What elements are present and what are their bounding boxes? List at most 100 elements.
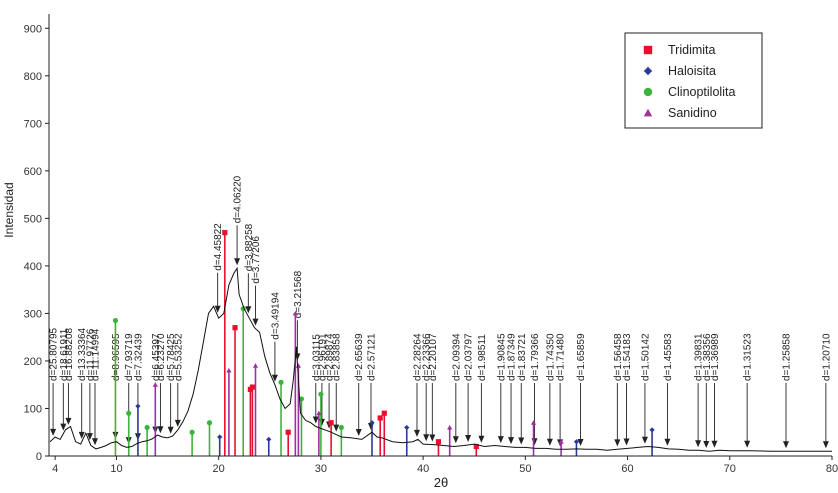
annotation-label-41: d=1.45583 xyxy=(663,333,674,381)
x-tick-label-40: 40 xyxy=(417,463,429,475)
annotation-label-14: d=4.06220 xyxy=(233,175,244,223)
x-tick-label-10: 10 xyxy=(110,463,122,475)
haloisita-peak-marker-2 xyxy=(266,436,272,442)
annotation-label-3: d=13.33364 xyxy=(77,327,88,381)
annotation-arrowhead-10 xyxy=(157,426,164,434)
annotation-label-40: d=1.50142 xyxy=(640,333,651,381)
annotation-label-5: d=11.14994 xyxy=(91,328,102,381)
annotation-arrowhead-12 xyxy=(174,419,181,427)
clinoptilolita-peak-marker-6 xyxy=(278,379,284,385)
legend-label-tridimita: Tridimita xyxy=(668,43,716,57)
annotation-arrowhead-31 xyxy=(497,436,504,444)
tridimita-peak-marker-9 xyxy=(473,443,479,450)
annotation-label-12: d=5.53252 xyxy=(173,333,184,381)
annotation-label-26: d=2.23366 xyxy=(422,333,433,381)
annotation-arrowhead-1 xyxy=(60,423,67,431)
tridimita-peak-marker-6 xyxy=(377,415,383,421)
annotation-label-31: d=1.90845 xyxy=(496,333,507,381)
tridimita-peak-marker-8 xyxy=(435,439,442,445)
annotation-arrowhead-40 xyxy=(641,436,648,444)
sanidino-peak-marker-8 xyxy=(558,439,564,444)
legend-label-clinoptilolita: Clinoptilolita xyxy=(668,85,735,99)
x-tick-label-70: 70 xyxy=(724,463,736,475)
legend-marker-haloisita xyxy=(643,66,653,76)
annotation-label-15: d=3.88258 xyxy=(244,223,255,271)
tridimita-peak-marker-0 xyxy=(222,230,228,236)
annotation-label-38: d=1.56458 xyxy=(613,333,624,381)
annotation-label-8: d=7.32439 xyxy=(133,333,144,381)
annotation-label-36: d=1.71480 xyxy=(556,333,567,381)
annotation-arrowhead-44 xyxy=(711,440,718,448)
annotation-arrowhead-5 xyxy=(91,438,98,446)
sanidino-peak-marker-7 xyxy=(530,420,537,425)
annotation-label-25: d=2.28264 xyxy=(413,333,424,381)
legend-label-haloisita: Haloisita xyxy=(668,64,716,78)
annotation-arrowhead-45 xyxy=(744,440,751,448)
annotation-label-9: d=6.45397 xyxy=(151,333,162,381)
y-tick-label-200: 200 xyxy=(24,356,42,368)
annotation-label-27: d=2.20107 xyxy=(428,333,439,381)
x-tick-label-20: 20 xyxy=(213,463,225,475)
annotation-label-32: d=1.87349 xyxy=(507,333,518,381)
axes-layer xyxy=(48,14,832,457)
haloisita-peak-marker-3 xyxy=(369,420,375,426)
tridimita-peak-marker-3 xyxy=(249,384,256,390)
clinoptilolita-peak-marker-3 xyxy=(189,429,195,435)
annotation-label-43: d=1.38356 xyxy=(702,333,713,381)
y-tick-label-500: 500 xyxy=(24,213,42,225)
annotation-arrowhead-29 xyxy=(465,434,472,442)
annotation-arrowhead-39 xyxy=(623,438,630,446)
annotation-label-20: d=2.96191 xyxy=(317,333,328,381)
annotation-arrowhead-30 xyxy=(478,435,485,443)
annotation-arrowhead-16 xyxy=(252,318,259,326)
annotation-arrowhead-43 xyxy=(703,440,710,448)
legend: Tridimita Haloisita Clinoptilolita Sanidino xyxy=(624,32,763,129)
annotation-label-47: d=1.20710 xyxy=(821,333,832,381)
legend-marker-sanidino xyxy=(643,108,653,117)
annotation-label-28: d=2.09394 xyxy=(451,333,462,381)
annotation-arrowhead-38 xyxy=(614,439,621,447)
annotation-label-45: d=1.31523 xyxy=(743,333,754,381)
annotation-arrowhead-33 xyxy=(518,437,525,445)
annotation-label-1: d=18.61911 xyxy=(59,328,70,381)
haloisita-peak-marker-0 xyxy=(135,403,141,409)
sanidino-peak-marker-2 xyxy=(252,363,259,368)
annotation-label-30: d=1.98511 xyxy=(477,334,488,381)
annotation-arrowhead-23 xyxy=(355,428,362,436)
y-axis-title: Intensidad xyxy=(2,182,16,237)
x-tick-label-4: 4 xyxy=(52,463,58,475)
clinoptilolita-peak-marker-9 xyxy=(338,424,344,431)
annotation-label-33: d=1.83721 xyxy=(517,333,528,381)
sanidino-peak-marker-3 xyxy=(292,310,298,316)
annotation-arrowhead-46 xyxy=(783,441,790,449)
tridimita-peak-marker-4 xyxy=(285,429,291,435)
sanidino-peak-marker-6 xyxy=(447,424,453,430)
annotation-label-19: d=3.03115 xyxy=(311,334,322,381)
annotation-label-39: d=1.54183 xyxy=(622,333,633,381)
annotation-label-11: d=5.78425 xyxy=(166,333,177,381)
sanidino-peak-marker-0 xyxy=(152,382,158,387)
annotation-arrowhead-26 xyxy=(423,434,430,442)
annotation-arrowhead-2 xyxy=(65,417,72,425)
annotation-label-37: d=1.65859 xyxy=(576,333,587,381)
clinoptilolita-peak-marker-2 xyxy=(144,424,150,431)
annotation-arrowhead-17 xyxy=(271,374,278,382)
sanidino-peak-marker-5 xyxy=(316,410,322,416)
y-tick-label-0: 0 xyxy=(36,451,42,463)
annotation-arrowhead-14 xyxy=(234,258,241,266)
annotation-label-29: d=2.03797 xyxy=(464,333,475,381)
y-tick-label-700: 700 xyxy=(24,118,42,130)
annotation-arrowhead-19 xyxy=(312,416,319,424)
annotation-label-34: d=1.79366 xyxy=(530,333,541,381)
annotation-label-4: d=11.97726 xyxy=(85,328,96,381)
haloisita-peak-marker-6 xyxy=(649,427,655,433)
annotation-arrowhead-25 xyxy=(413,429,420,437)
legend-marker-tridimita xyxy=(643,45,653,55)
annotation-arrowhead-28 xyxy=(452,436,459,444)
annotation-label-23: d=2.65639 xyxy=(354,333,365,381)
annotation-arrowhead-13 xyxy=(214,305,221,313)
annotation-arrowhead-27 xyxy=(429,434,436,442)
annotation-label-24: d=2.57121 xyxy=(367,333,378,381)
clinoptilolita-peak-marker-8 xyxy=(318,391,324,397)
